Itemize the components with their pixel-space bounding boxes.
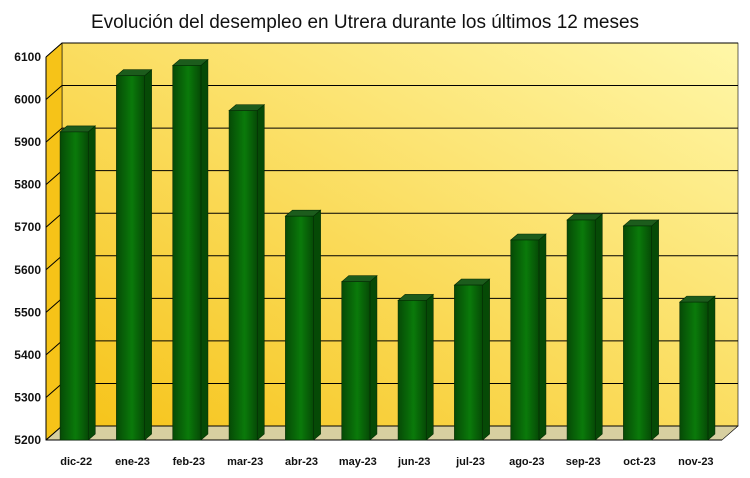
x-tick-label: jun-23 [397,456,430,468]
gridline [45,127,738,143]
bar [172,65,202,441]
bar-side [425,293,434,441]
bar [454,284,483,441]
y-tick-label: 6000 [14,93,41,107]
bar [59,131,89,441]
x-tick-label: mar-23 [227,456,263,468]
x-tick-label: oct-23 [623,456,655,468]
bar [228,110,258,441]
y-tick-label: 5600 [14,263,41,277]
bar-side [87,125,96,441]
y-tick-label: 5900 [14,135,41,149]
bar-side [200,58,209,441]
bar-side [369,275,378,441]
bar [566,219,596,441]
bar-side [482,278,490,441]
x-tick-label: jul-23 [455,456,485,468]
y-tick-label: 5400 [14,348,41,362]
bar-side [144,69,152,441]
bar [510,239,540,441]
bar-side [313,209,321,441]
side-wall [45,42,63,441]
x-tick-label: may-23 [339,456,377,468]
bar-side [707,295,716,441]
bar [341,281,371,441]
y-tick-label: 5700 [14,220,41,234]
y-tick-label: 5800 [14,178,41,192]
x-tick-label: abr-23 [285,456,318,468]
bar [116,75,145,441]
plot-area: 5200 5300 5400 5500 5600 5700 5800 5900 6000 6100… [14,42,739,468]
x-tick-label: ago-23 [509,456,544,468]
x-tick-label: nov-23 [678,456,713,468]
x-tick-label: ene-23 [115,456,150,468]
bar-side [538,233,547,441]
y-tick-label: 5500 [14,305,41,319]
x-tick-label: feb-23 [173,456,205,468]
bar [679,301,709,441]
bar [623,225,652,441]
x-tick-label: sep-23 [566,456,601,468]
bar-side [256,103,265,441]
y-tick-label: 5300 [14,390,41,404]
bar-side [594,213,603,441]
bar [285,215,314,441]
chart-title: Evolución del desempleo en Utrera durant… [91,12,639,33]
y-tick-label: 6100 [14,50,41,64]
bar-side [651,219,659,441]
bar [397,300,427,441]
y-tick-label: 5200 [14,433,41,447]
gridline [45,85,738,100]
gridline [45,42,738,58]
x-tick-label: dic-22 [60,456,92,468]
